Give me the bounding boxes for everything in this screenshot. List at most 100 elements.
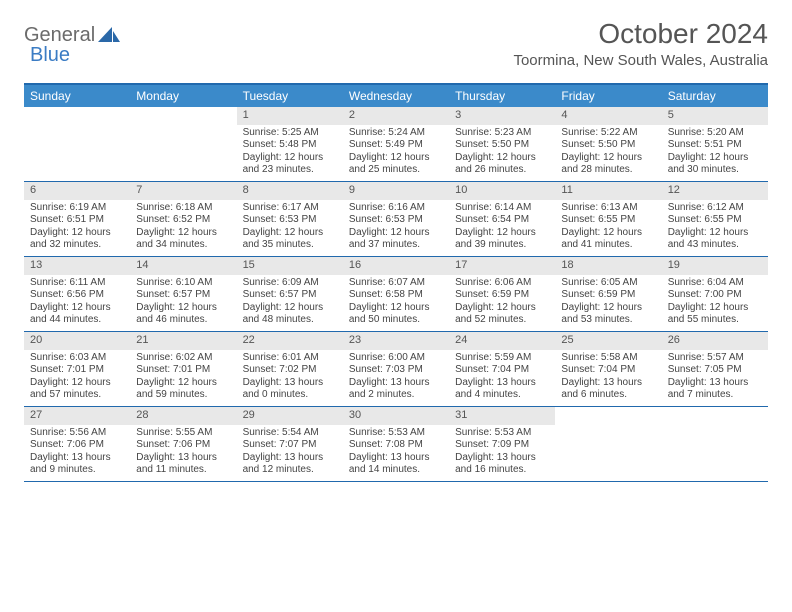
day-body: Sunrise: 6:06 AMSunset: 6:59 PMDaylight:… [449,275,555,331]
sunrise-text: Sunrise: 5:53 AM [349,427,443,440]
sunrise-text: Sunrise: 6:09 AM [243,277,337,290]
sunset-text: Sunset: 6:51 PM [30,214,124,227]
day-number: 2 [343,107,449,125]
day-number: 11 [555,182,661,200]
day-cell: 10Sunrise: 6:14 AMSunset: 6:54 PMDayligh… [449,182,555,256]
sunrise-text: Sunrise: 5:53 AM [455,427,549,440]
day-body: Sunrise: 5:53 AMSunset: 7:08 PMDaylight:… [343,425,449,481]
daylight-text: Daylight: 12 hours and 46 minutes. [136,302,230,327]
sunrise-text: Sunrise: 6:02 AM [136,352,230,365]
day-number: 3 [449,107,555,125]
daylight-text: Daylight: 13 hours and 0 minutes. [243,377,337,402]
day-body: Sunrise: 5:54 AMSunset: 7:07 PMDaylight:… [237,425,343,481]
sunset-text: Sunset: 6:53 PM [349,214,443,227]
sunset-text: Sunset: 6:58 PM [349,289,443,302]
day-cell: 19Sunrise: 6:04 AMSunset: 7:00 PMDayligh… [662,257,768,331]
daylight-text: Daylight: 13 hours and 16 minutes. [455,452,549,477]
sunset-text: Sunset: 7:04 PM [561,364,655,377]
day-body: Sunrise: 5:58 AMSunset: 7:04 PMDaylight:… [555,350,661,406]
day-cell: 23Sunrise: 6:00 AMSunset: 7:03 PMDayligh… [343,332,449,406]
day-number: 20 [24,332,130,350]
day-number: 15 [237,257,343,275]
day-number: 27 [24,407,130,425]
day-cell: 8Sunrise: 6:17 AMSunset: 6:53 PMDaylight… [237,182,343,256]
daylight-text: Daylight: 12 hours and 26 minutes. [455,152,549,177]
daylight-text: Daylight: 13 hours and 12 minutes. [243,452,337,477]
daylight-text: Daylight: 12 hours and 28 minutes. [561,152,655,177]
day-cell: 26Sunrise: 5:57 AMSunset: 7:05 PMDayligh… [662,332,768,406]
sunset-text: Sunset: 5:51 PM [668,139,762,152]
day-cell [24,107,130,181]
day-cell: 11Sunrise: 6:13 AMSunset: 6:55 PMDayligh… [555,182,661,256]
day-body: Sunrise: 5:25 AMSunset: 5:48 PMDaylight:… [237,125,343,181]
day-body: Sunrise: 5:57 AMSunset: 7:05 PMDaylight:… [662,350,768,406]
day-cell: 6Sunrise: 6:19 AMSunset: 6:51 PMDaylight… [24,182,130,256]
daylight-text: Daylight: 12 hours and 32 minutes. [30,227,124,252]
day-number: 13 [24,257,130,275]
day-body: Sunrise: 5:55 AMSunset: 7:06 PMDaylight:… [130,425,236,481]
sail-icon [98,27,120,45]
day-number: 9 [343,182,449,200]
day-number: 1 [237,107,343,125]
sunset-text: Sunset: 5:50 PM [561,139,655,152]
title-block: October 2024 Toormina, New South Wales, … [513,18,768,69]
day-cell [555,407,661,481]
day-number: 14 [130,257,236,275]
daylight-text: Daylight: 12 hours and 23 minutes. [243,152,337,177]
day-cell: 1Sunrise: 5:25 AMSunset: 5:48 PMDaylight… [237,107,343,181]
day-number: 7 [130,182,236,200]
weeks-container: 1Sunrise: 5:25 AMSunset: 5:48 PMDaylight… [24,107,768,482]
day-cell: 25Sunrise: 5:58 AMSunset: 7:04 PMDayligh… [555,332,661,406]
sunrise-text: Sunrise: 6:04 AM [668,277,762,290]
day-cell: 31Sunrise: 5:53 AMSunset: 7:09 PMDayligh… [449,407,555,481]
day-cell: 18Sunrise: 6:05 AMSunset: 6:59 PMDayligh… [555,257,661,331]
sunset-text: Sunset: 7:01 PM [136,364,230,377]
day-number: 17 [449,257,555,275]
day-body: Sunrise: 6:10 AMSunset: 6:57 PMDaylight:… [130,275,236,331]
day-cell: 20Sunrise: 6:03 AMSunset: 7:01 PMDayligh… [24,332,130,406]
day-number: 23 [343,332,449,350]
day-number: 6 [24,182,130,200]
day-body: Sunrise: 6:09 AMSunset: 6:57 PMDaylight:… [237,275,343,331]
day-body: Sunrise: 5:59 AMSunset: 7:04 PMDaylight:… [449,350,555,406]
sunset-text: Sunset: 7:00 PM [668,289,762,302]
day-cell: 29Sunrise: 5:54 AMSunset: 7:07 PMDayligh… [237,407,343,481]
day-cell: 22Sunrise: 6:01 AMSunset: 7:02 PMDayligh… [237,332,343,406]
day-body: Sunrise: 5:23 AMSunset: 5:50 PMDaylight:… [449,125,555,181]
sunset-text: Sunset: 7:06 PM [30,439,124,452]
day-number: 16 [343,257,449,275]
sunrise-text: Sunrise: 6:13 AM [561,202,655,215]
daylight-text: Daylight: 12 hours and 44 minutes. [30,302,124,327]
day-body: Sunrise: 6:11 AMSunset: 6:56 PMDaylight:… [24,275,130,331]
sunrise-text: Sunrise: 5:22 AM [561,127,655,140]
sunset-text: Sunset: 6:56 PM [30,289,124,302]
calendar: Sunday Monday Tuesday Wednesday Thursday… [24,83,768,482]
sunrise-text: Sunrise: 5:24 AM [349,127,443,140]
day-header: Wednesday [343,85,449,107]
daylight-text: Daylight: 12 hours and 30 minutes. [668,152,762,177]
day-cell: 4Sunrise: 5:22 AMSunset: 5:50 PMDaylight… [555,107,661,181]
sunset-text: Sunset: 7:04 PM [455,364,549,377]
sunrise-text: Sunrise: 6:18 AM [136,202,230,215]
sunrise-text: Sunrise: 6:06 AM [455,277,549,290]
day-body: Sunrise: 6:01 AMSunset: 7:02 PMDaylight:… [237,350,343,406]
sunrise-text: Sunrise: 6:12 AM [668,202,762,215]
sunrise-text: Sunrise: 5:59 AM [455,352,549,365]
sunset-text: Sunset: 6:57 PM [243,289,337,302]
sunset-text: Sunset: 7:08 PM [349,439,443,452]
daylight-text: Daylight: 13 hours and 2 minutes. [349,377,443,402]
day-body [130,125,236,131]
daylight-text: Daylight: 12 hours and 41 minutes. [561,227,655,252]
day-body: Sunrise: 5:53 AMSunset: 7:09 PMDaylight:… [449,425,555,481]
day-cell: 24Sunrise: 5:59 AMSunset: 7:04 PMDayligh… [449,332,555,406]
day-cell: 28Sunrise: 5:55 AMSunset: 7:06 PMDayligh… [130,407,236,481]
day-cell: 2Sunrise: 5:24 AMSunset: 5:49 PMDaylight… [343,107,449,181]
day-number: 25 [555,332,661,350]
sunrise-text: Sunrise: 6:10 AM [136,277,230,290]
sunset-text: Sunset: 6:59 PM [561,289,655,302]
sunset-text: Sunset: 7:05 PM [668,364,762,377]
day-number: 30 [343,407,449,425]
daylight-text: Daylight: 13 hours and 7 minutes. [668,377,762,402]
sunrise-text: Sunrise: 5:20 AM [668,127,762,140]
daylight-text: Daylight: 12 hours and 59 minutes. [136,377,230,402]
